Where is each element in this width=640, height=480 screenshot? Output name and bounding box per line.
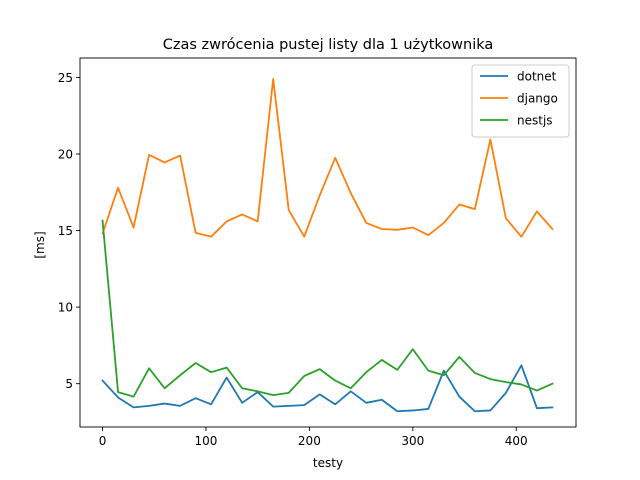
series-line-dotnet [101, 364, 554, 413]
y-tick-label: 25 [58, 71, 73, 85]
y-tick-label: 5 [65, 377, 73, 391]
legend-label-nestjs: nestjs [517, 114, 553, 128]
y-tick-label: 10 [58, 301, 73, 315]
x-tick-label: 100 [195, 434, 218, 448]
legend: dotnet django nestjs [471, 64, 570, 138]
y-tick-label: 20 [58, 148, 73, 162]
x-tick-label: 0 [99, 434, 107, 448]
x-tick-label: 200 [298, 434, 321, 448]
axes-frame [79, 57, 577, 428]
legend-box [471, 64, 570, 138]
y-axis-label: [ms] [33, 231, 47, 258]
chart-title: Czas zwrócenia pustej listy dla 1 użytko… [163, 37, 494, 53]
x-axis-label: testy [313, 456, 343, 470]
axes: 0 100 200 300 400 5 10 15 20 25 [58, 57, 577, 448]
y-tick-label: 15 [58, 224, 73, 238]
x-tick-label: 400 [505, 434, 528, 448]
x-tick-label: 300 [401, 434, 424, 448]
series-line-nestjs [101, 219, 554, 398]
series-line-django [101, 78, 554, 238]
legend-label-django: django [517, 92, 558, 106]
plot-area [101, 78, 554, 413]
legend-label-dotnet: dotnet [517, 70, 557, 84]
